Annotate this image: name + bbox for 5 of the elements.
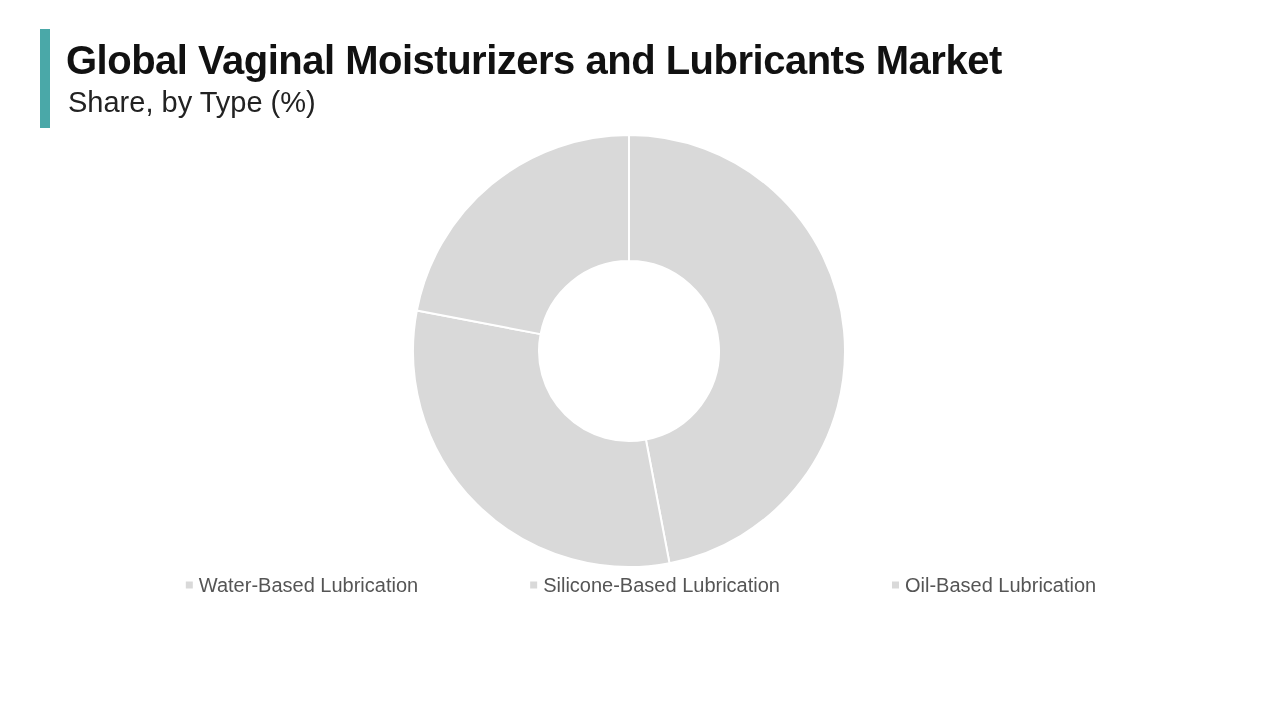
legend-label: Water-Based Lubrication xyxy=(198,574,419,596)
chart-title: Global Vaginal Moisturizers and Lubricants Market xyxy=(66,38,1002,83)
chart-subtitle: Share, by Type (%) xyxy=(68,86,316,119)
legend-label: Oil-Based Lubrication xyxy=(904,574,1097,596)
legend-label: Silicone-Based Lubrication xyxy=(543,574,780,596)
